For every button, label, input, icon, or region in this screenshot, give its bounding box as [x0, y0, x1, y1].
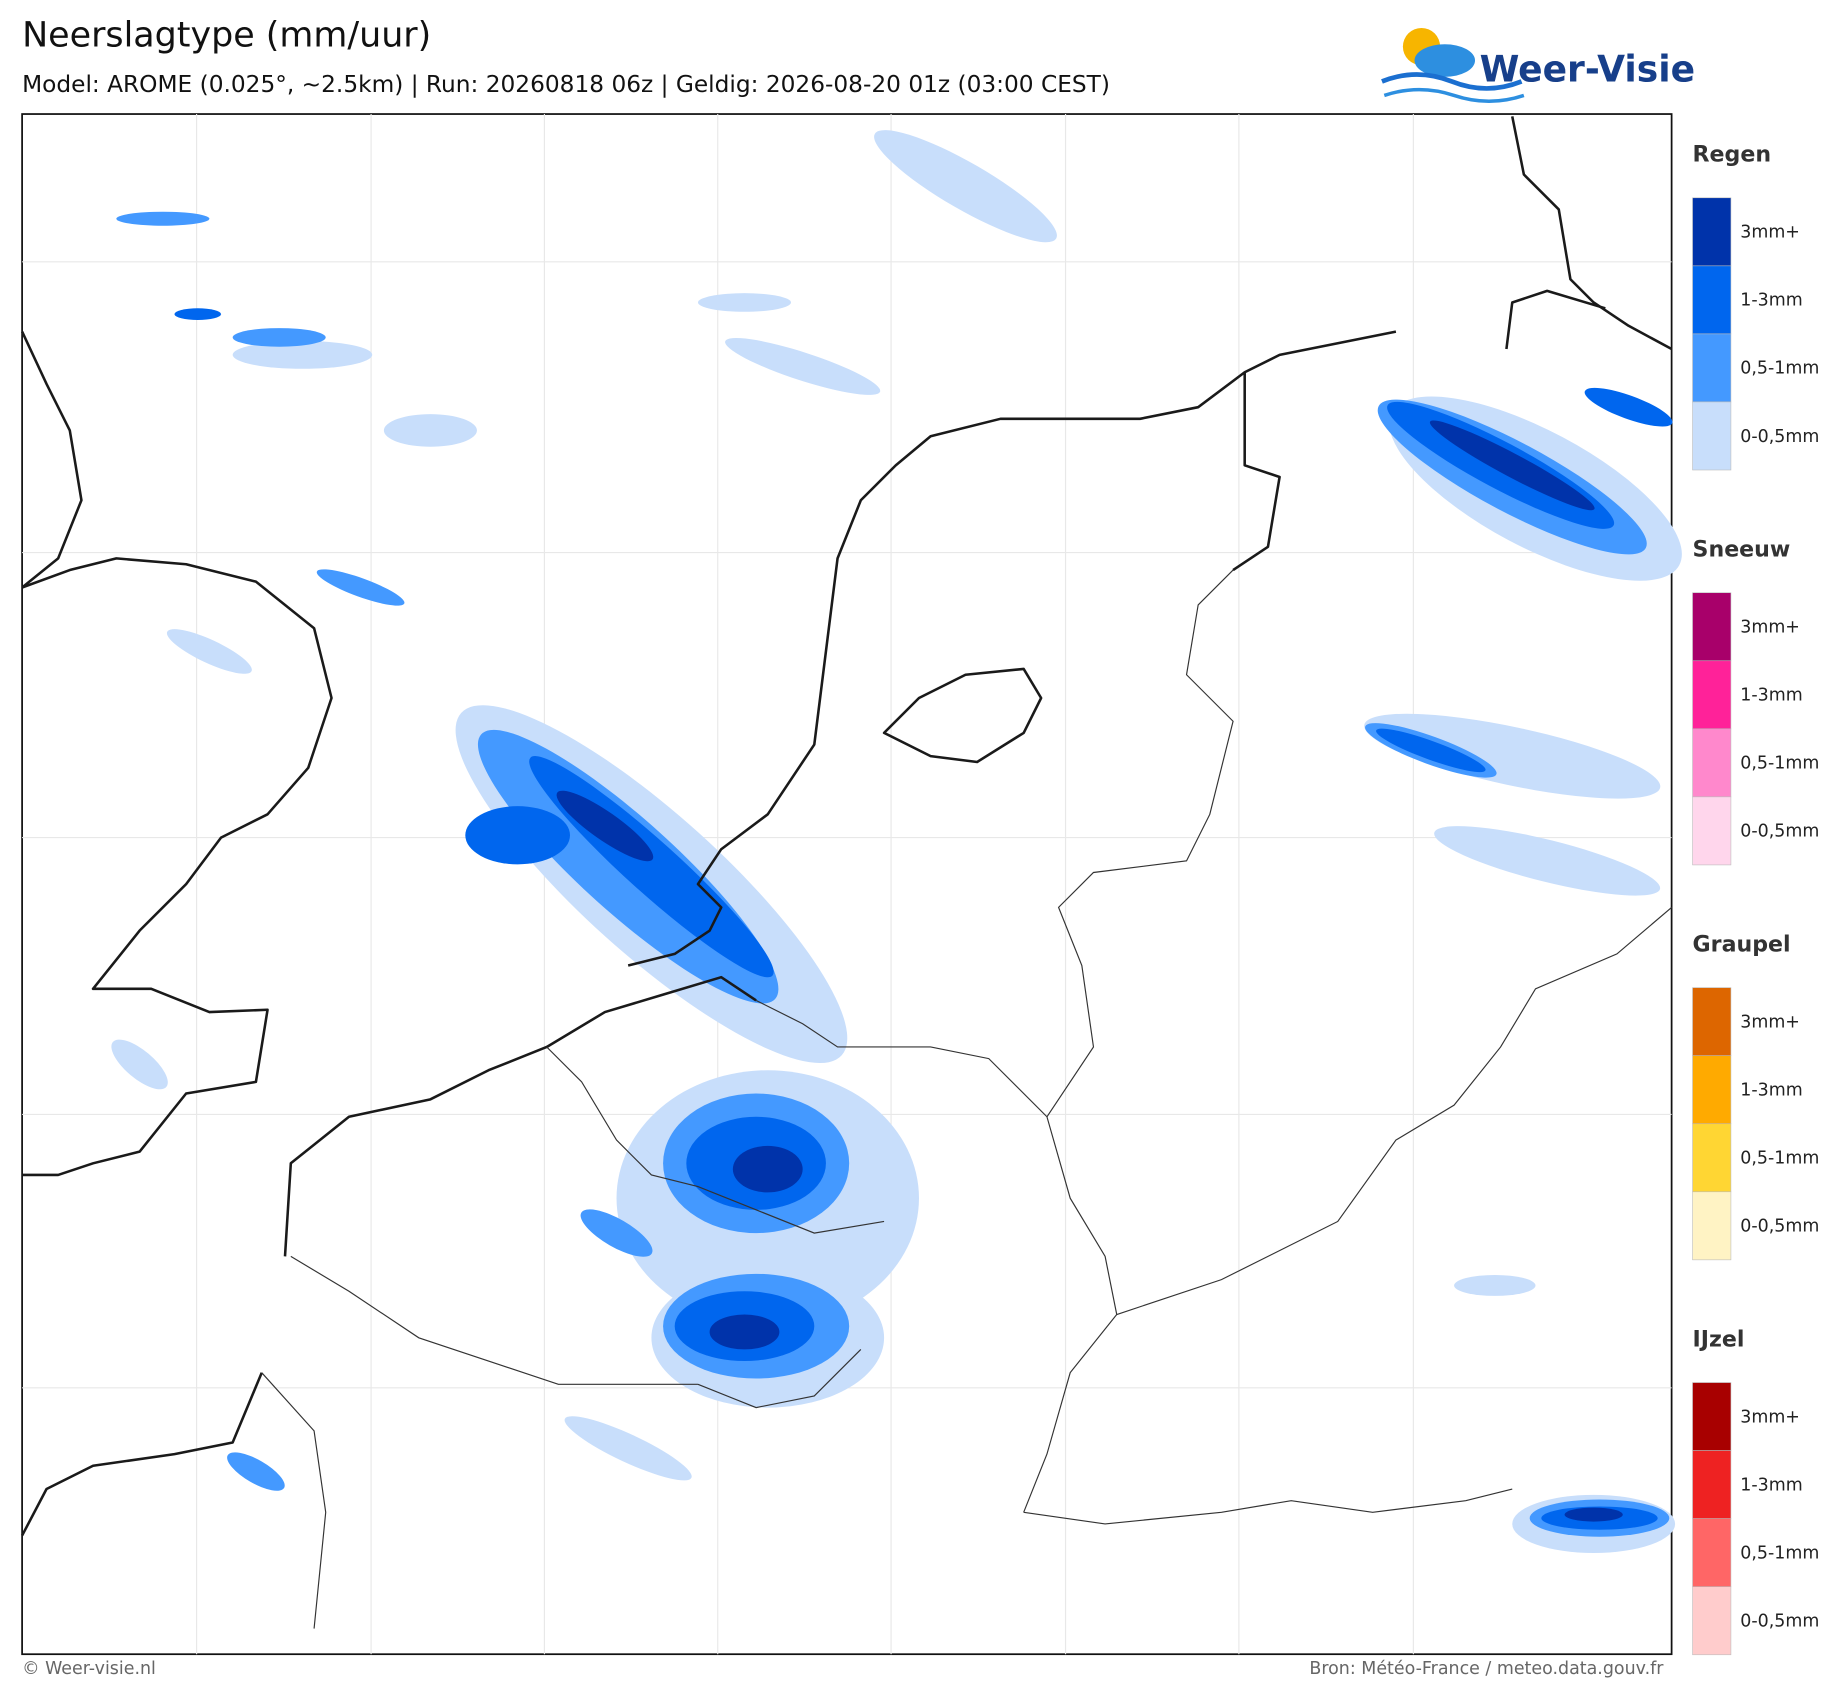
legend-swatch	[1692, 1191, 1732, 1261]
legend-title: Sneeuw	[1693, 537, 1791, 563]
legend-title: Graupel	[1693, 932, 1791, 958]
legend-label: 0-0,5mm	[1740, 427, 1819, 447]
legend-label: 0,5-1mm	[1740, 754, 1819, 774]
legend-swatch	[1692, 796, 1732, 866]
legend-swatch	[1692, 1382, 1732, 1451]
legend-swatch	[1692, 660, 1732, 730]
title: Neerslagtype (mm/uur)	[22, 16, 431, 56]
borders	[261, 569, 1672, 1629]
legend-label: 0,5-1mm	[1740, 359, 1819, 379]
coastlines	[20, 116, 1673, 1537]
legend-label: 0,5-1mm	[1740, 1544, 1819, 1564]
logo-text: Weer-Visie	[1480, 48, 1695, 90]
legend-swatch	[1692, 1123, 1732, 1193]
legend-swatch	[1692, 987, 1732, 1056]
map	[20, 113, 1682, 1656]
copyright: © Weer-visie.nl	[22, 1659, 156, 1679]
legend-label: 0,5-1mm	[1740, 1149, 1819, 1169]
legend-label: 1-3mm	[1740, 1475, 1802, 1495]
legend-swatch	[1692, 728, 1732, 798]
legend-swatch	[1692, 401, 1732, 471]
legend-label: 1-3mm	[1740, 686, 1802, 706]
legend-title: IJzel	[1693, 1327, 1745, 1353]
legend-swatch	[1692, 1450, 1732, 1519]
legend-swatch	[1692, 592, 1732, 662]
legend-swatch	[1692, 1055, 1732, 1125]
source: Bron: Météo-France / meteo.data.gouv.fr	[1309, 1659, 1664, 1679]
legend: Regen 3mm+ 1-3mm 0,5-1mm 0-0,5mm Sneeuw 3mm+ 1-…	[1692, 142, 1819, 1656]
legend-swatch	[1692, 265, 1732, 335]
legend-label: 3mm+	[1740, 618, 1800, 638]
legend-title: Regen	[1693, 142, 1772, 168]
legend-label: 1-3mm	[1740, 291, 1802, 311]
legend-swatch	[1692, 1586, 1732, 1656]
legend-label: 3mm+	[1740, 223, 1800, 243]
legend-label: 3mm+	[1740, 1407, 1800, 1427]
precipitation	[111, 130, 1682, 1553]
legend-label: 0-0,5mm	[1740, 1612, 1819, 1632]
legend-swatch	[1692, 1518, 1732, 1588]
legend-swatch	[1692, 333, 1732, 403]
logo: Weer-Visie	[1381, 27, 1695, 103]
subtitle: Model: AROME (0.025°, ~2.5km) | Run: 202…	[22, 71, 1110, 98]
legend-label: 0-0,5mm	[1740, 1217, 1819, 1237]
legend-label: 1-3mm	[1740, 1081, 1802, 1101]
legend-label: 3mm+	[1740, 1012, 1800, 1032]
legend-swatch	[1692, 197, 1732, 267]
legend-label: 0-0,5mm	[1740, 822, 1819, 842]
